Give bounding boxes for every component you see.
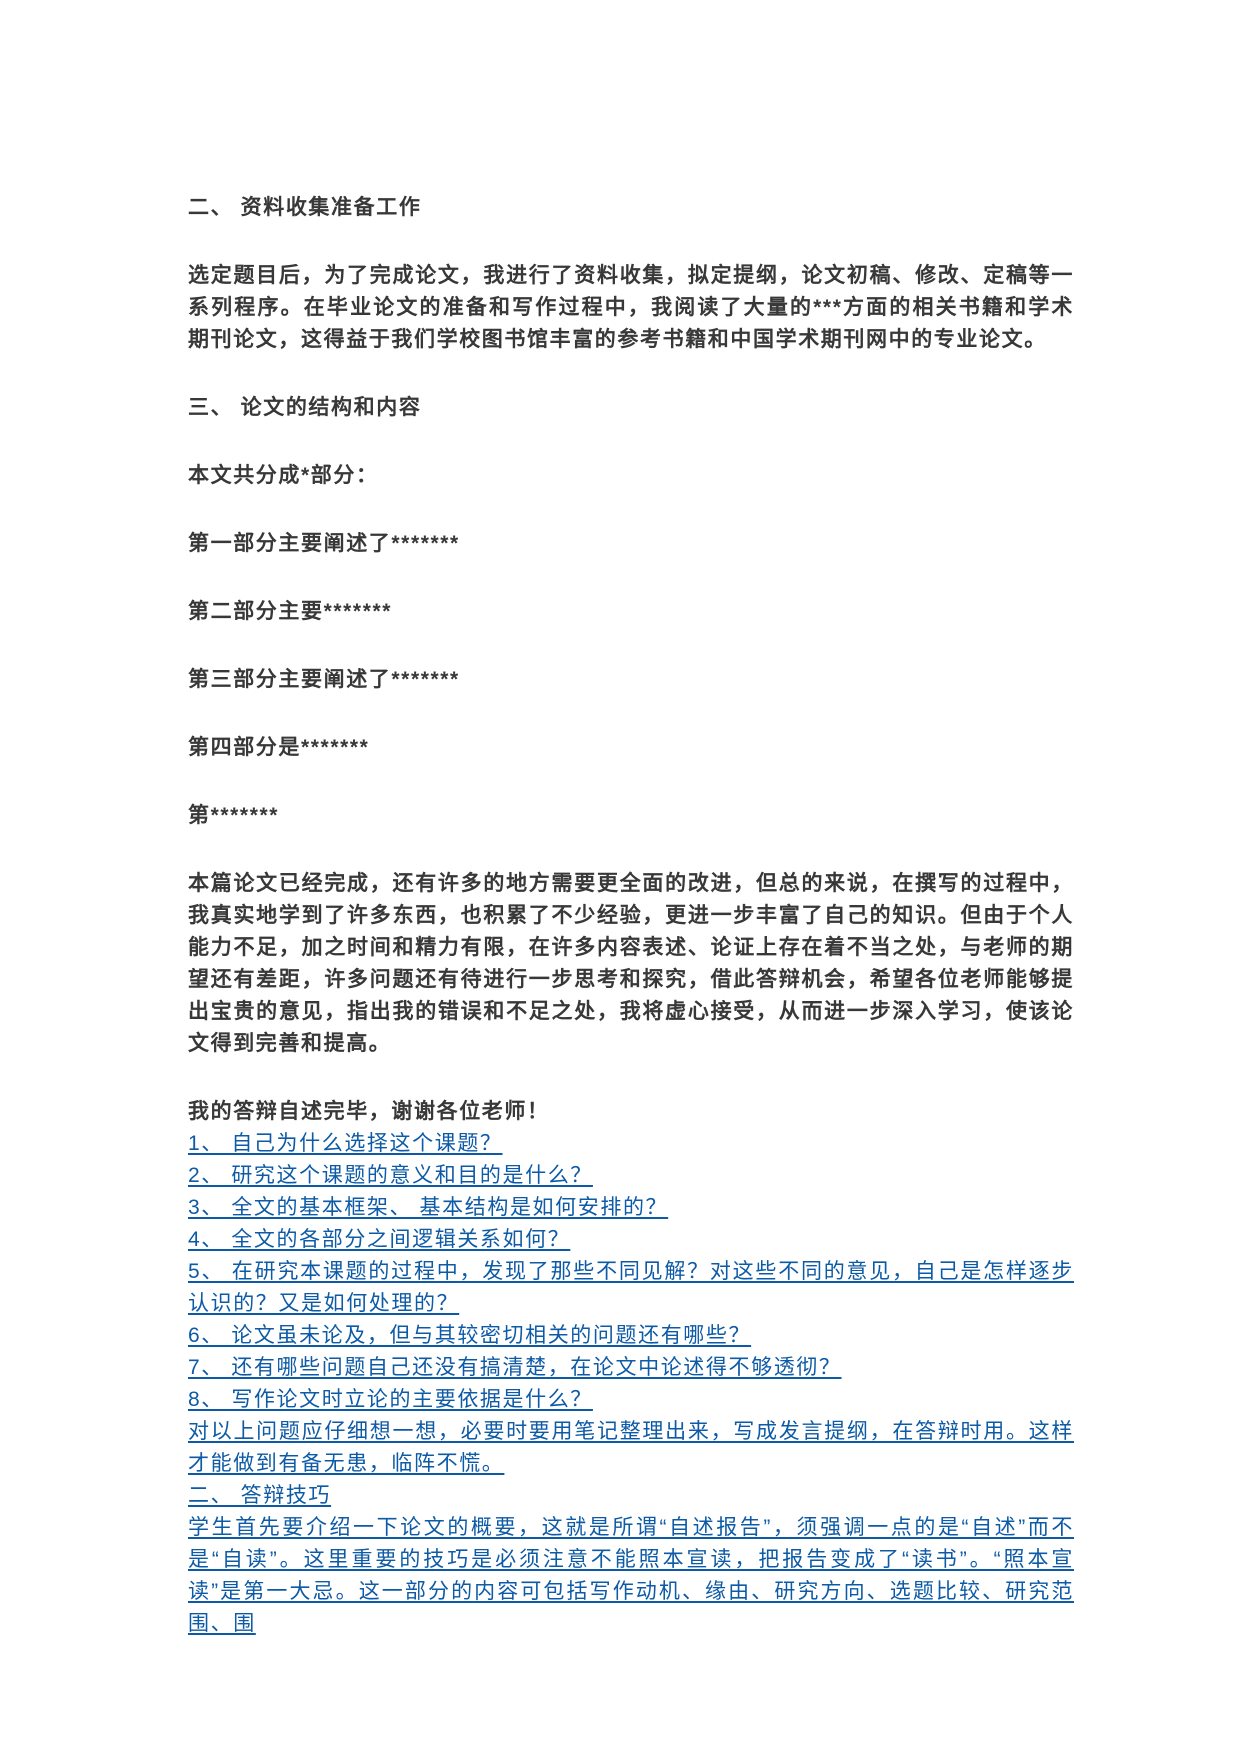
question-link-5[interactable]: 5、 在研究本课题的过程中，发现了那些不同见解？对这些不同的意见，自己是怎样逐步… <box>188 1260 1074 1315</box>
paragraph-part-5: 第******* <box>188 804 280 827</box>
heading-structure-content: 三、 论文的结构和内容 <box>188 396 422 419</box>
paragraph-division: 本文共分成*部分： <box>188 464 379 487</box>
tips-heading-link[interactable]: 二、 答辩技巧 <box>188 1484 332 1507</box>
paragraph-closing-statement: 我的答辩自述完毕，谢谢各位老师！ <box>188 1100 550 1123</box>
question-link-2[interactable]: 2、 研究这个课题的意义和目的是什么？ <box>188 1164 593 1187</box>
question-link-1[interactable]: 1、 自己为什么选择这个课题？ <box>188 1132 503 1155</box>
question-link-6[interactable]: 6、 论文虽未论及，但与其较密切相关的问题还有哪些？ <box>188 1324 752 1347</box>
question-link-3[interactable]: 3、 全文的基本框架、 基本结构是如何安排的？ <box>188 1196 669 1219</box>
qa-link-list: 1、 自己为什么选择这个课题？ 2、 研究这个课题的意义和目的是什么？ 3、 全… <box>188 1128 1074 1640</box>
question-link-7[interactable]: 7、 还有哪些问题自己还没有搞清楚，在论文中论述得不够透彻？ <box>188 1356 842 1379</box>
paragraph-conclusion: 本篇论文已经完成，还有许多的地方需要更全面的改进，但总的来说，在撰写的过程中，我… <box>188 872 1074 1055</box>
paragraph-data-collection: 选定题目后，为了完成论文，我进行了资料收集，拟定提纲，论文初稿、修改、定稿等一系… <box>188 264 1074 351</box>
advice-link[interactable]: 对以上问题应仔细想一想，必要时要用笔记整理出来，写成发言提纲，在答辩时用。这样才… <box>188 1420 1074 1475</box>
tips-paragraph-link[interactable]: 学生首先要介绍一下论文的概要，这就是所谓“自述报告”，须强调一点的是“自述”而不… <box>188 1516 1074 1635</box>
question-link-4[interactable]: 4、 全文的各部分之间逻辑关系如何？ <box>188 1228 571 1251</box>
paragraph-part-4: 第四部分是******* <box>188 736 370 759</box>
paragraph-part-3: 第三部分主要阐述了******* <box>188 668 460 691</box>
question-link-8[interactable]: 8、 写作论文时立论的主要依据是什么？ <box>188 1388 593 1411</box>
paragraph-part-2: 第二部分主要******* <box>188 600 393 623</box>
document-content: 二、 资料收集准备工作 选定题目后，为了完成论文，我进行了资料收集，拟定提纲，论… <box>188 192 1074 1640</box>
paragraph-part-1: 第一部分主要阐述了******* <box>188 532 460 555</box>
heading-data-collection: 二、 资料收集准备工作 <box>188 196 422 219</box>
